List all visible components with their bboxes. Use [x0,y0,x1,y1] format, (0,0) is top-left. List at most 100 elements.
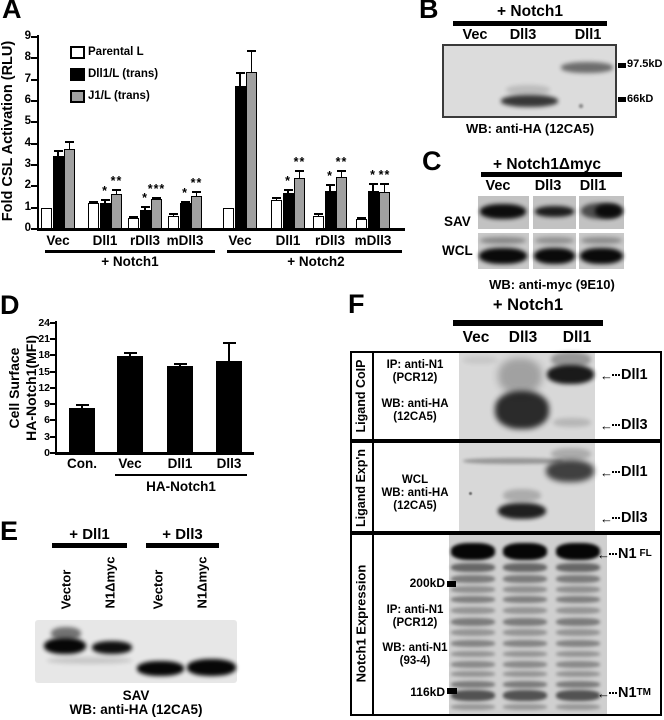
blot-band-faint [553,418,591,427]
legend-item: Parental L [70,44,158,60]
y-tick-label: 0 [24,222,31,234]
blot-band [595,204,622,218]
error-bar-stem [383,184,386,192]
arrow-label: Dll3 [621,417,648,433]
arrow-dash [612,374,620,376]
panel-f-s1-line4: (12CA5) [393,411,437,423]
error-bar-cap [123,352,137,355]
error-bar-stem [287,189,289,193]
error-bar-cap [140,206,150,209]
arrow-dash [609,692,617,694]
x-label: Con. [67,456,97,471]
panel-f-lane-vec: Vec [462,329,490,346]
y-tick-label: 0 [44,447,50,459]
arrow-dash [612,424,620,426]
panel-c-lane-dll1: Dll1 [579,178,607,194]
panel-b-blot [442,44,617,118]
arrow-icon: ← [600,464,613,480]
group-underline [227,250,402,253]
panel-c-row-sav: SAV [444,214,471,229]
sig-marker: ** [335,155,348,170]
group-underline [45,250,215,253]
bar [282,192,294,229]
x-label: mDll3 [166,233,204,248]
error-bar-cap [337,170,346,173]
bar [88,203,99,229]
blot-speck [469,492,472,495]
group-label: + Notch2 [287,254,345,269]
panel-f-s2-line2: WB: anti-HA [381,487,449,499]
y-tick-mark [50,386,55,389]
sig-marker: ** [293,155,306,170]
divider [372,353,374,439]
blot-band [535,206,574,217]
marker-tick-200 [447,581,456,587]
panel-f-lane-dll1: Dll1 [562,329,592,346]
arrow-dash [609,553,617,555]
panel-f-s1-line3: WB: anti-HA [381,398,449,410]
y-tick-mark [50,419,55,422]
error-bar-cap [272,197,281,200]
ladder-band [451,629,495,636]
sig-marker: ** [378,168,391,183]
panel-d-group-label: HA-Notch1 [146,479,216,494]
y-tick-label: 12 [38,381,50,394]
blot-band-shadow [506,85,550,95]
ladder-band [503,681,547,688]
blot-band-dll1-smear [551,448,591,460]
y-tick-label: 7 [24,72,31,85]
panel-b-header-underline [453,21,607,26]
panel-f-header: + Notch1 [492,296,564,314]
y-tick-mark [50,321,55,324]
panel-d-y-axis-line [55,321,57,453]
error-bar-stem [329,185,331,191]
panel-f-side-ligand-expn: Ligand Exp'n [354,449,368,527]
panel-e-header-dll1: + Dll1 [69,526,110,543]
panel-e-label: E [0,516,19,546]
group-label: + Notch1 [101,254,159,269]
ladder-band [556,618,600,626]
error-bar-cap [368,183,378,186]
bar [191,195,202,229]
error-bar-cap [235,72,245,75]
error-bar-cap [129,215,138,218]
ladder-band [556,563,600,572]
panel-e-header-dll3: + Dll3 [162,526,203,543]
arrow-n1fl: ← N1 FL [597,546,652,562]
panel-e-caption-wb: WB: anti-HA (12CA5) [69,702,203,717]
panel-e-lane-vector1: Vector [58,569,74,610]
blot-band [463,356,497,364]
panel-b-lane-dll3: Dll3 [509,27,537,43]
bar [271,200,282,229]
panel-a-y-axis-line [37,35,39,230]
bar [313,216,324,229]
y-tick-mark [31,36,37,39]
ladder-band [556,671,600,677]
arrow-dll1: ← Dll1 [600,367,648,383]
bar [336,176,347,229]
error-bar-cap [192,191,201,194]
blot-band-smear [51,627,81,640]
y-tick-mark [31,185,37,188]
x-label: Vec [46,233,70,248]
y-tick-label: 6 [44,414,50,427]
panel-f-s3-line1: IP: anti-N1 [386,604,444,616]
error-bar-cap [357,216,366,219]
panel-c-sav-strip-vec [478,196,529,229]
y-tick-mark [31,57,37,60]
ladder-band [503,596,547,603]
arrow-dll1: ← Dll1 [600,464,648,480]
y-tick-mark [50,435,55,438]
panel-b-lane-dll1: Dll1 [574,27,602,43]
y-tick-label: 4 [24,136,31,149]
panel-d-y-title-line1: Cell Surface [6,347,22,429]
panel-e-caption-sav: SAV [122,688,150,703]
bar [111,193,122,229]
panel-b-header: + Notch1 [497,3,563,20]
ladder-band [451,563,495,572]
error-bar-cap [65,140,74,143]
legend-swatch-dll1 [70,67,85,81]
ladder-band [503,607,547,614]
y-tick-mark [50,354,55,357]
ladder-band [556,575,600,583]
